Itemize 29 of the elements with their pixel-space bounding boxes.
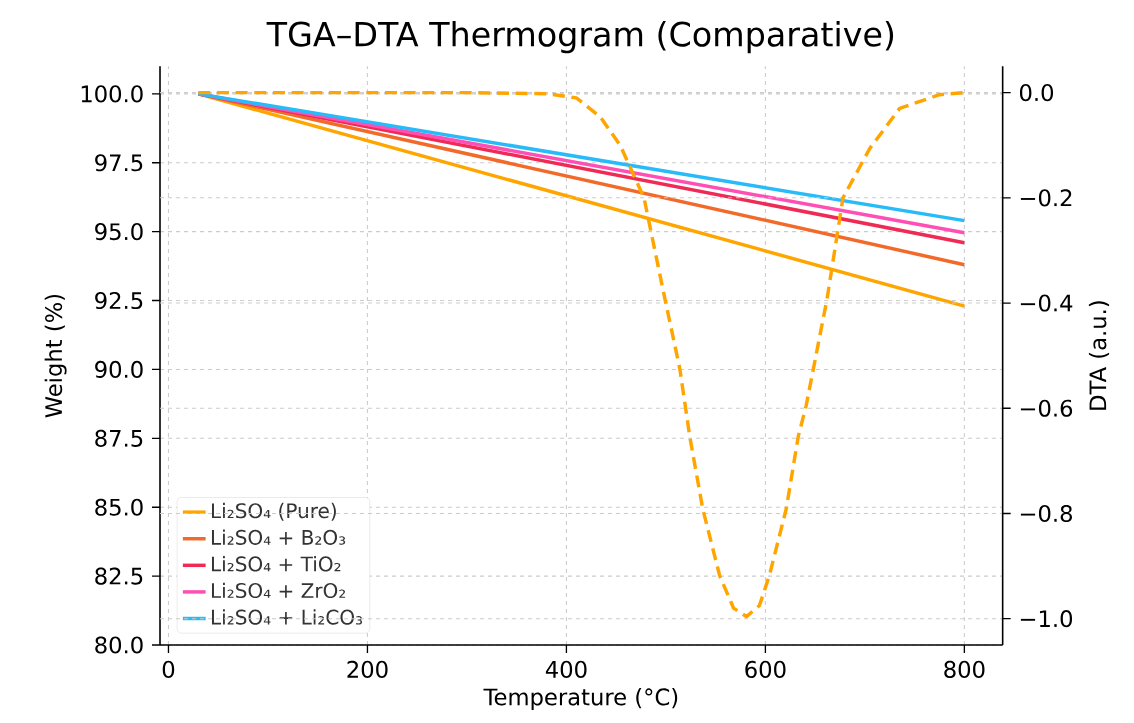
y2-tick-label: −0.4 — [1020, 294, 1073, 312]
x-tick-label: 600 — [745, 660, 786, 678]
chart-title: TGA–DTA Thermogram (Comparative) — [266, 20, 894, 54]
y2-tick-label: −0.6 — [1020, 399, 1073, 417]
y-tick-label: 85.0 — [95, 498, 143, 516]
y2-tick-label: −1.0 — [1020, 610, 1073, 628]
y2-tick-label: 0.0 — [1019, 84, 1054, 102]
legend-label: Li₂SO₄ + TiO₂ — [211, 556, 341, 572]
y-tick-label: 95.0 — [95, 223, 143, 241]
legend-label: Li₂SO₄ + B₂O₃ — [211, 529, 346, 545]
legend-label: Li₂SO₄ + Li₂CO₃ — [211, 609, 363, 625]
y-tick-label: 92.5 — [95, 291, 143, 310]
x-tick-label: 400 — [545, 660, 587, 678]
legend-label: Li₂SO₄ (Pure) — [211, 502, 336, 521]
x-axis-title: Temperature (°C) — [483, 687, 678, 710]
y2-axis-title: DTA (a.u.) — [1088, 301, 1110, 410]
y-tick-label: 80.0 — [95, 636, 143, 654]
y-tick-label: 90.0 — [95, 360, 143, 378]
y-axis-title: Weight (%) — [44, 294, 67, 418]
y-tick-label: 82.5 — [95, 567, 143, 585]
y2-tick-label: −0.2 — [1020, 189, 1072, 207]
y-tick-label: 87.5 — [95, 429, 143, 447]
legend-label: Li₂SO₄ + ZrO₂ — [211, 582, 346, 599]
y2-tick-label: −0.8 — [1020, 504, 1072, 523]
y-tick-label: 100.0 — [81, 85, 143, 103]
y-tick-label: 97.5 — [95, 154, 143, 172]
x-tick-label: 0 — [162, 660, 175, 678]
x-tick-label: 800 — [944, 660, 985, 678]
x-tick-label: 200 — [347, 660, 388, 678]
